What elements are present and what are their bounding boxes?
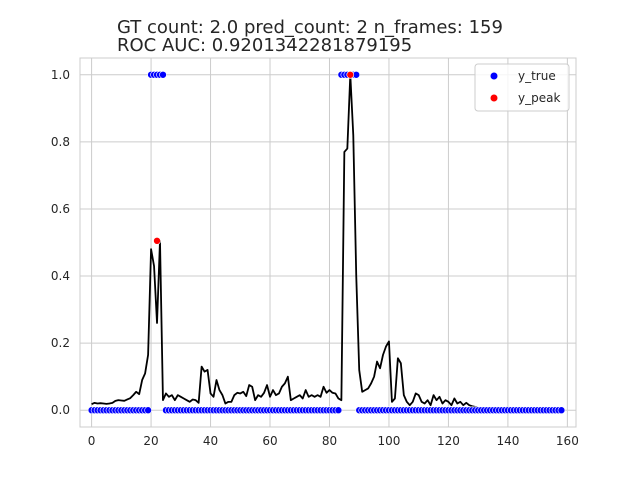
y-true-point: [557, 406, 566, 415]
y-tick-label: 0.6: [51, 202, 70, 216]
legend-box: [474, 63, 570, 112]
y-tick-label: 0.0: [51, 403, 70, 417]
y-true-point: [334, 406, 343, 415]
x-tick-label: 100: [378, 434, 401, 448]
x-tick-label: 40: [203, 434, 218, 448]
y-true-point: [159, 70, 167, 79]
x-tick-label: 60: [262, 434, 277, 448]
y-peak-point: [346, 70, 355, 79]
x-tick-label: 80: [322, 434, 337, 448]
legend-marker-y-peak: [490, 94, 498, 102]
chart-title-line-2: ROC AUC: 0.9201342281879195: [117, 35, 413, 56]
y-tick-label: 0.8: [51, 135, 70, 149]
legend-label-y-peak: y_peak: [518, 91, 560, 105]
x-tick-label: 140: [496, 434, 519, 448]
legend-marker-y-true: [490, 72, 498, 80]
x-tick-label: 20: [143, 434, 158, 448]
x-tick-label: 160: [556, 434, 579, 448]
y-tick-label: 1.0: [51, 68, 70, 82]
legend: y_true y_peak: [474, 63, 570, 112]
tick-labels: 0 20 40 60 80 100 120 140 160 0.0 0.2 0.4 0.6 0.8 1.0: [51, 68, 579, 448]
x-tick-label: 120: [437, 434, 460, 448]
legend-label-y-true: y_true: [518, 69, 556, 83]
x-tick-label: 0: [88, 434, 96, 448]
y-true-point: [144, 406, 152, 415]
chart-title-line-1: GT count: 2.0 pred_count: 2 n_frames: 15…: [117, 17, 503, 38]
y-peak-point: [153, 237, 161, 245]
y-tick-label: 0.2: [51, 336, 70, 350]
y-tick-label: 0.4: [51, 269, 70, 283]
chart-marks: [87, 70, 566, 415]
